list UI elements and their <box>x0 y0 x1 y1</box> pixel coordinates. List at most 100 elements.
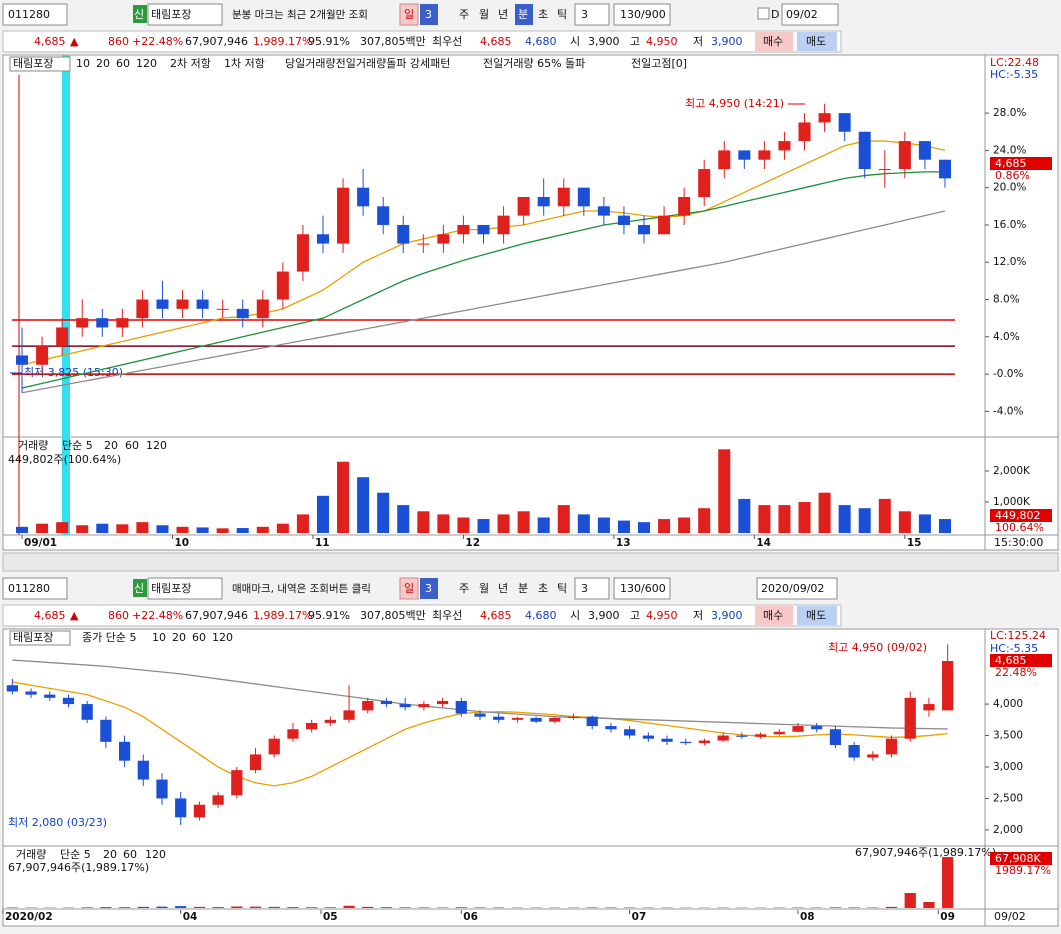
candle-body <box>118 741 131 761</box>
count-box[interactable] <box>613 577 671 600</box>
volume-bar <box>249 906 262 908</box>
unit[interactable]: 월 <box>479 8 489 21</box>
code-box[interactable] <box>2 3 68 26</box>
unit[interactable]: 분 <box>518 582 528 595</box>
name-box[interactable] <box>147 577 223 600</box>
checkbox[interactable] <box>757 7 770 20</box>
sell[interactable]: 매도 <box>806 35 826 48</box>
date-box[interactable] <box>781 3 839 26</box>
candle-body <box>380 700 393 705</box>
unit[interactable]: 분 <box>518 8 528 21</box>
volume-bar <box>276 523 289 533</box>
ma-line <box>21 171 945 389</box>
candle-body <box>116 318 129 328</box>
date-box[interactable] <box>756 577 838 600</box>
price-tag-text: 4,685 <box>995 157 1027 170</box>
name-box[interactable] <box>147 3 223 26</box>
unit[interactable]: 초 <box>538 582 548 595</box>
unit[interactable]: 년 <box>498 582 508 595</box>
candle-body <box>838 113 851 132</box>
period-btn[interactable] <box>399 3 419 26</box>
sell[interactable]: 매도 <box>806 609 826 622</box>
volume-bar <box>337 461 350 533</box>
volume-bar <box>778 505 791 533</box>
legend-ma: 120 <box>136 57 157 70</box>
bid: 4,680 <box>525 35 557 48</box>
ask: 4,685 <box>480 609 512 622</box>
candle-body <box>437 234 450 244</box>
unit[interactable]: 틱 <box>557 582 567 595</box>
ma-line <box>21 210 946 394</box>
period: 일 <box>404 581 414 595</box>
volume-bar <box>637 522 651 533</box>
sell-btn[interactable] <box>797 606 837 625</box>
volume-bar <box>397 505 410 533</box>
candle-body <box>81 704 93 720</box>
hc: HC:-5.35 <box>990 642 1038 655</box>
num-btn[interactable] <box>420 4 438 25</box>
legend-r1: 1차 저항 <box>224 57 265 70</box>
candle-body <box>549 717 561 722</box>
period-btn[interactable] <box>399 577 419 600</box>
unit-num: 3 <box>581 8 588 21</box>
unit-num-box[interactable] <box>574 577 610 600</box>
volume-bar <box>698 508 711 533</box>
candle-body <box>754 734 767 737</box>
buy-btn[interactable] <box>755 606 793 625</box>
num-btn[interactable] <box>420 578 438 599</box>
candle-body <box>942 660 954 711</box>
low-label: 저 <box>693 609 703 622</box>
candle-body <box>792 726 804 732</box>
date: 09/02 <box>786 8 818 21</box>
unit[interactable]: 년 <box>498 8 508 21</box>
open-label: 시 <box>570 35 580 48</box>
y-tick-label: 1,000K <box>993 496 1031 508</box>
candle-body <box>357 187 370 207</box>
arrow: ▲ <box>70 609 79 622</box>
code: 011280 <box>8 582 50 595</box>
y-tick-label: 3,000 <box>993 761 1023 773</box>
legend-ma: 종가 단순 5 <box>82 631 136 644</box>
candle-body <box>56 327 69 347</box>
candle-body <box>6 685 18 692</box>
x-tick-label: 09/01 <box>24 537 57 549</box>
candle-body <box>811 726 823 730</box>
volume-bar <box>557 505 570 533</box>
unit[interactable]: 주 <box>459 8 469 21</box>
x-tick-label: 12 <box>465 537 480 549</box>
volume-bar <box>380 907 393 908</box>
unit-num-box[interactable] <box>574 3 610 26</box>
code-box[interactable] <box>2 577 68 600</box>
candle-body <box>898 141 911 170</box>
sell-btn[interactable] <box>797 32 837 51</box>
badge-bg <box>133 5 147 23</box>
period: 일 <box>404 7 414 21</box>
scroll-bar[interactable] <box>2 552 1059 572</box>
volume-bar <box>818 492 831 533</box>
buy[interactable]: 매수 <box>763 35 783 48</box>
volume-bar <box>942 857 954 908</box>
buy-btn[interactable] <box>755 32 793 51</box>
vol-name: 거래량 <box>16 848 46 861</box>
volume-bar <box>918 514 931 533</box>
y-tick-label: 2,500 <box>993 792 1023 804</box>
unit-active[interactable] <box>515 4 533 25</box>
candle-body <box>399 704 411 708</box>
candle-body <box>530 717 542 722</box>
candle-body <box>661 738 673 742</box>
y-tick-label: 3,500 <box>993 730 1023 742</box>
volume-bar <box>455 907 467 908</box>
candle-body <box>231 770 243 796</box>
volume-bar <box>678 517 691 533</box>
unit[interactable]: 틱 <box>557 8 567 21</box>
unit[interactable]: 주 <box>459 582 469 595</box>
count-box[interactable] <box>613 3 671 26</box>
unit[interactable]: 초 <box>538 8 548 21</box>
volume-bar <box>196 527 209 533</box>
buy[interactable]: 매수 <box>763 609 783 622</box>
unit[interactable]: 월 <box>479 582 489 595</box>
candle-body <box>577 187 590 207</box>
toolbar-2: 011280 신 태림포장 매매마크, 내역은 조회버튼 클릭 일 3 주 월 … <box>2 577 838 600</box>
volume-bar <box>56 522 69 533</box>
candle-body <box>296 234 309 272</box>
